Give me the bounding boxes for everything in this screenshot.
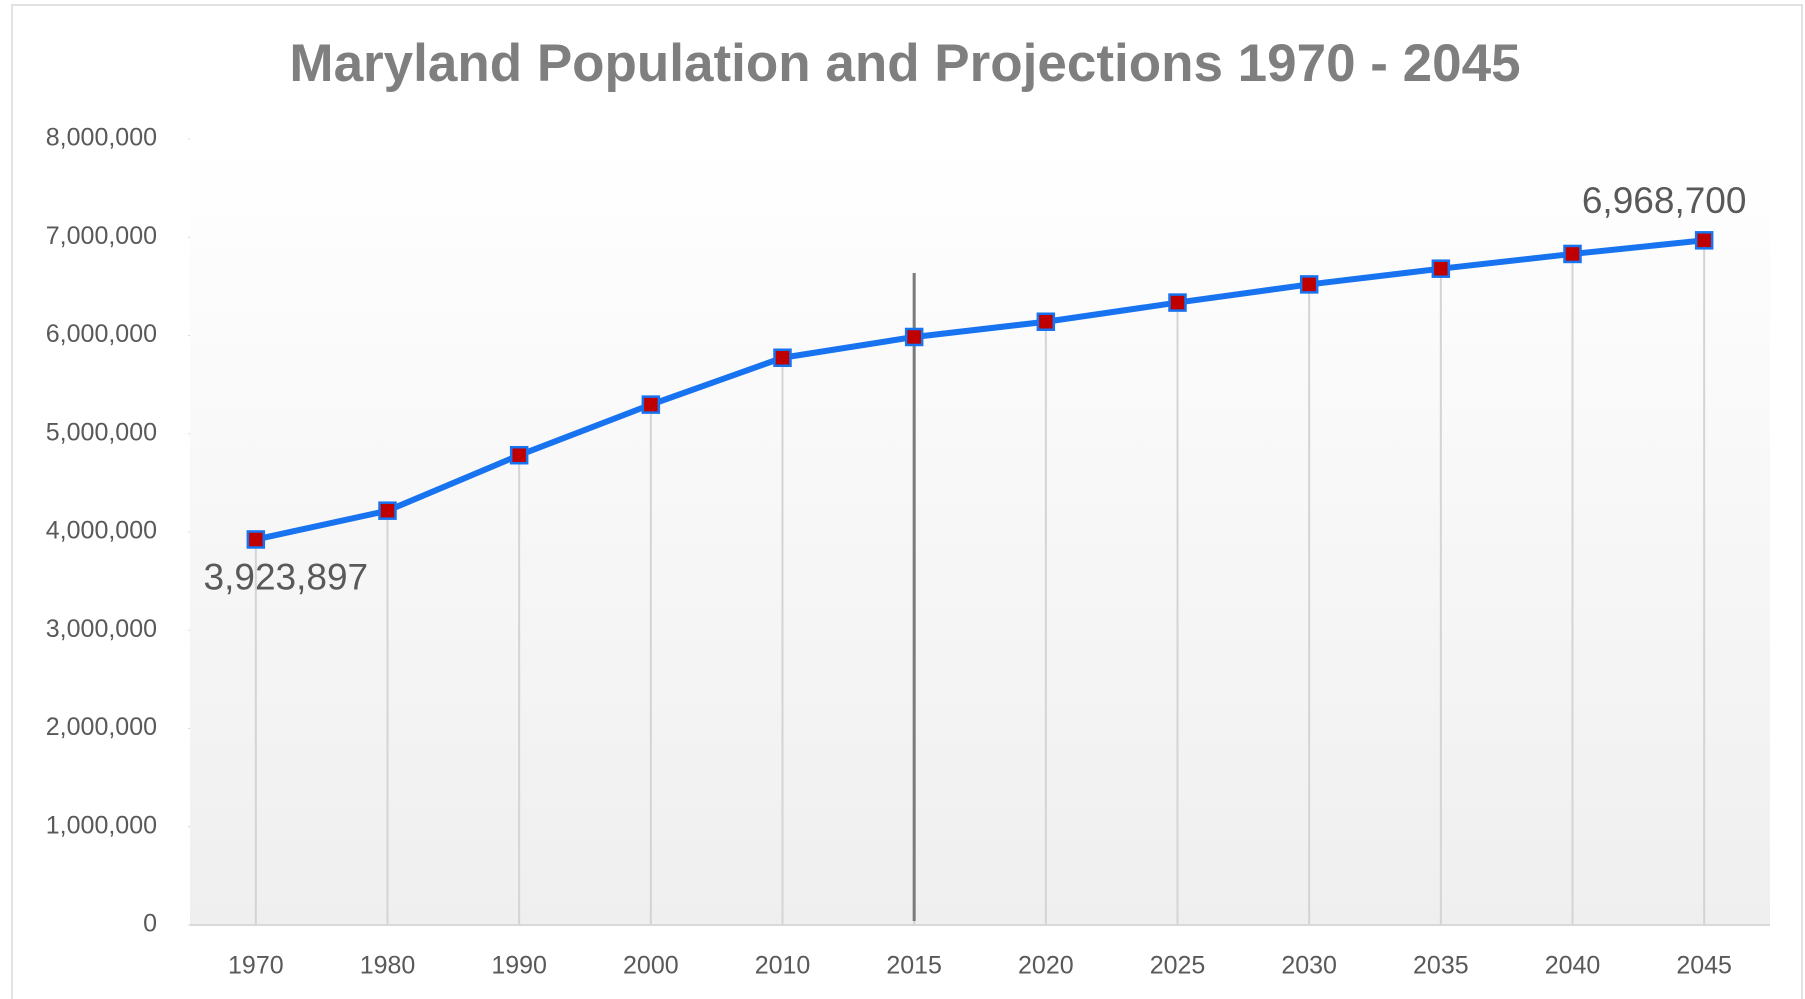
x-tick-label: 2030 [1281, 952, 1337, 980]
point-marker [1036, 312, 1056, 331]
chart-border [11, 4, 1803, 999]
y-tick-label: 0 [143, 910, 157, 938]
x-tick-label: 1970 [228, 952, 284, 980]
x-tick-label: 2010 [755, 952, 811, 980]
point-marker [1563, 244, 1582, 264]
y-tick-label: 8,000,000 [46, 124, 157, 152]
series-line [255, 237, 1705, 543]
x-tick-label: 2020 [1018, 952, 1074, 980]
point-marker [1694, 231, 1714, 250]
data-label: 3,923,897 [204, 556, 369, 597]
point-marker [641, 395, 661, 414]
x-tick-label: 2035 [1413, 952, 1469, 980]
x-tick-label: 2040 [1545, 952, 1601, 980]
point-marker [509, 445, 529, 465]
x-tick-label: 1980 [360, 952, 416, 980]
x-tick-label: 2000 [623, 952, 679, 980]
chart-title: Maryland Population and Projections 1970… [289, 34, 1520, 93]
y-tick-label: 1,000,000 [46, 811, 157, 839]
x-tick-label: 2045 [1676, 952, 1732, 980]
point-marker [1299, 275, 1319, 294]
x-tick-label: 2015 [886, 952, 942, 980]
y-tick-label: 3,000,000 [46, 615, 157, 643]
y-tick-label: 5,000,000 [46, 418, 157, 446]
point-marker [773, 348, 792, 367]
y-tick-label: 7,000,000 [46, 222, 157, 250]
point-marker [246, 530, 266, 549]
data-label: 6,968,700 [1582, 180, 1747, 221]
point-marker [1168, 293, 1187, 312]
point-marker [1431, 259, 1451, 278]
y-tick-label: 6,000,000 [46, 320, 157, 348]
y-tick-label: 4,000,000 [46, 517, 157, 545]
x-tick-label: 2025 [1150, 952, 1206, 980]
point-marker [904, 327, 924, 347]
point-marker [378, 501, 397, 520]
plot-area [190, 139, 1770, 925]
x-tick-label: 1990 [491, 952, 547, 980]
y-tick-label: 2,000,000 [46, 713, 157, 741]
